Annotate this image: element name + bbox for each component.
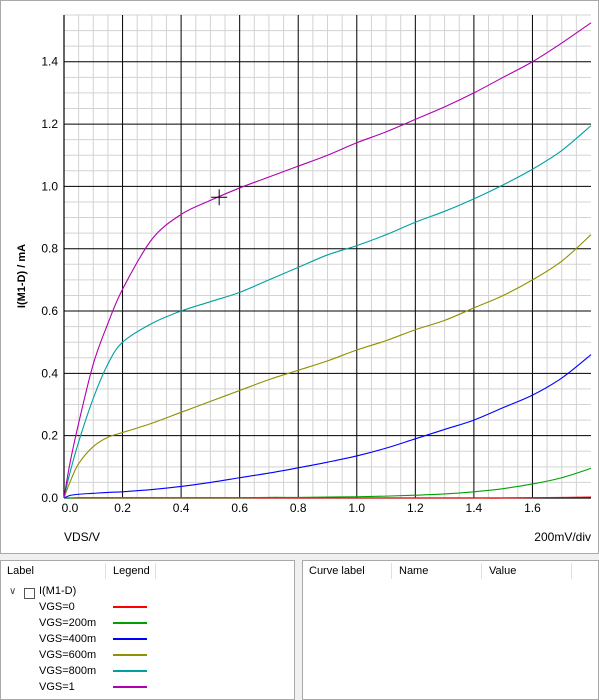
minor-grid — [64, 14, 591, 498]
y-tick-label: 0.4 — [41, 366, 58, 380]
column-divider — [481, 563, 482, 579]
x-tick-label: 0.8 — [290, 501, 307, 515]
y-tick-label: 1.2 — [41, 117, 58, 131]
x-tick-label: 1.0 — [348, 501, 365, 515]
series-line-vgs-800m — [63, 125, 592, 499]
y-axis-title: I(M1-D) / mA — [16, 244, 28, 308]
legend-swatch — [113, 686, 147, 688]
chevron-down-icon[interactable]: ∨ — [9, 586, 17, 597]
column-divider — [155, 563, 156, 579]
crosshair-cursor[interactable] — [211, 189, 228, 206]
series-line-vgs-400m — [63, 354, 592, 499]
curves — [63, 22, 592, 499]
legend-item-label[interactable]: VGS=400m — [39, 633, 97, 645]
chart[interactable]: 0.0 0.2 0.4 0.6 0.8 1.0 1.2 1.4 1.6 0.0 0.2 0.4 0.6 0… — [1, 1, 598, 553]
column-divider — [571, 563, 572, 579]
x-tick-label: 1.2 — [407, 501, 424, 515]
y-tick-label: 0.2 — [41, 429, 58, 443]
cursor-panel[interactable]: Curve label Name Value — [302, 560, 599, 700]
legend-panel[interactable]: Label Legend ∨ I(M1-D) VGS=0 VGS=200m VGS=… — [0, 560, 295, 700]
x-tick-label: 0.0 — [62, 501, 79, 515]
legend-item-label[interactable]: VGS=800m — [39, 665, 97, 677]
x-axis-title: VDS/V — [64, 530, 100, 544]
legend-item-label[interactable]: VGS=600m — [39, 649, 97, 661]
scale-label: 200mV/div — [534, 530, 591, 544]
series-line-vgs-1 — [63, 22, 592, 499]
cursor-col-curve-label: Curve label — [309, 565, 365, 577]
y-tick-label: 1.4 — [41, 55, 58, 69]
legend-swatch — [113, 622, 147, 624]
y-tick-label: 1.0 — [41, 179, 58, 193]
legend-item-label[interactable]: VGS=0 — [39, 601, 75, 613]
cursor-col-name: Name — [399, 565, 429, 577]
y-tick-label: 0.6 — [41, 304, 58, 318]
legend-item-label[interactable]: VGS=200m — [39, 617, 97, 629]
x-tick-label: 0.2 — [114, 501, 131, 515]
legend-swatch — [113, 638, 147, 640]
column-divider — [105, 563, 106, 579]
series-line-vgs-200m — [63, 467, 592, 499]
legend-col-legend: Legend — [113, 565, 150, 577]
x-tick-label: 1.6 — [524, 501, 541, 515]
legend-col-label: Label — [7, 565, 34, 577]
group-checkbox[interactable] — [24, 588, 35, 599]
series-line-vgs-600m — [63, 234, 592, 499]
legend-item-label[interactable]: VGS=1 — [39, 681, 75, 693]
plot-panel[interactable]: 0.0 0.2 0.4 0.6 0.8 1.0 1.2 1.4 1.6 0.0 0.2 0.4 0.6 0… — [0, 0, 599, 554]
y-tick-label: 0.8 — [41, 242, 58, 256]
legend-swatch — [113, 670, 147, 672]
x-tick-label: 1.4 — [466, 501, 483, 515]
y-tick-label: 0.0 — [41, 491, 58, 505]
major-grid — [64, 15, 591, 498]
x-tick-label: 0.4 — [173, 501, 190, 515]
legend-swatch — [113, 606, 147, 608]
column-divider — [391, 563, 392, 579]
cursor-col-value: Value — [489, 565, 517, 577]
group-label[interactable]: I(M1-D) — [39, 585, 77, 597]
legend-swatch — [113, 654, 147, 656]
tick-labels: 0.0 0.2 0.4 0.6 0.8 1.0 1.2 1.4 1.6 0.0 0.2 0.4 0.6 0… — [41, 55, 541, 515]
x-tick-label: 0.6 — [231, 501, 248, 515]
